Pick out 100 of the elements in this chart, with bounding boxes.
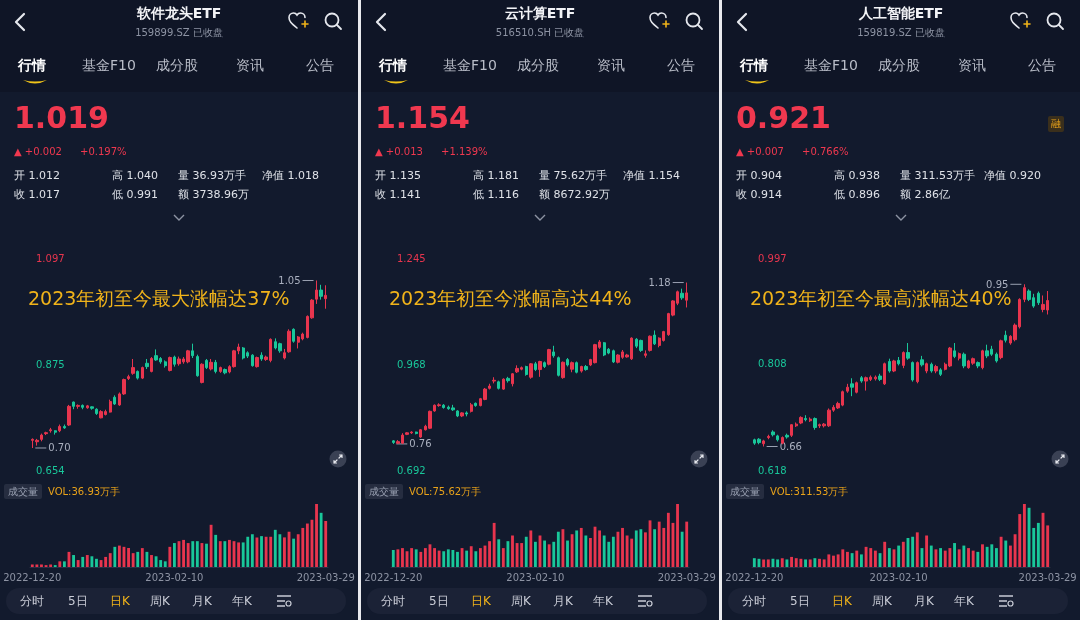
text: 开 1.135 — [375, 168, 421, 183]
candlestick — [525, 365, 528, 377]
candlestick — [892, 359, 896, 373]
bar — [209, 524, 213, 567]
bar — [827, 554, 831, 567]
bar — [506, 541, 510, 567]
bar — [451, 549, 455, 567]
candlestick — [925, 362, 928, 374]
bar — [529, 530, 533, 567]
candlestick — [191, 343, 194, 359]
candlestick — [242, 346, 245, 360]
bar — [621, 527, 624, 567]
candlestick — [186, 349, 190, 364]
text: 资讯 — [597, 57, 625, 75]
y-tick-label: 1.097 — [36, 252, 65, 264]
text: 净值 0.920 — [984, 168, 1041, 183]
bar — [223, 541, 227, 567]
bar — [873, 550, 877, 567]
bar — [915, 532, 919, 567]
bar — [1036, 522, 1040, 567]
candlestick — [897, 356, 900, 366]
candlestick — [995, 352, 998, 364]
bar — [127, 548, 130, 567]
bar — [1008, 545, 1012, 567]
text: +0.766% — [802, 146, 849, 157]
candlestick — [451, 404, 455, 412]
bar — [172, 543, 176, 567]
annotation: 0.70 — [48, 442, 71, 454]
candlestick — [685, 282, 688, 308]
text: 净值 1.154 — [623, 168, 680, 183]
y-tick-label: 0.654 — [36, 464, 65, 476]
text: 基金F10 — [82, 57, 136, 75]
x-tick-label: 2022-12-20 — [3, 571, 62, 583]
bar — [990, 544, 994, 567]
bar — [1022, 504, 1026, 567]
bar — [625, 535, 629, 567]
bar — [58, 561, 62, 567]
candlestick — [223, 368, 227, 375]
candlestick — [35, 438, 39, 447]
bar — [228, 539, 231, 567]
annotation: 0.95 — [986, 278, 1009, 290]
annotation: 1.05 — [278, 274, 301, 286]
text: 额 8672.92万 — [539, 187, 610, 202]
text: VOL:36.93万手 — [48, 485, 121, 497]
candlestick — [492, 376, 496, 384]
text: 年K — [232, 593, 252, 610]
x-tick-label: 2022-12-20 — [364, 571, 423, 583]
bar — [680, 531, 684, 567]
bar — [653, 529, 657, 567]
bar — [657, 521, 661, 567]
chart-subtitle: 516510.SH 已收盘 — [494, 26, 586, 40]
candlestick — [962, 352, 966, 369]
bar — [925, 535, 929, 567]
bar — [995, 548, 998, 567]
text: 1.154 — [375, 100, 470, 135]
bar — [117, 545, 121, 567]
y-tick-label: 0.692 — [397, 464, 426, 476]
bar — [911, 536, 915, 567]
bar — [237, 542, 241, 567]
candlestick — [214, 359, 217, 374]
candlestick — [911, 360, 914, 383]
bar — [269, 536, 273, 567]
bar — [676, 504, 679, 567]
bar — [685, 521, 689, 567]
candlestick — [49, 427, 52, 434]
candlestick — [63, 424, 66, 430]
bar — [396, 549, 400, 567]
bar — [547, 544, 551, 567]
bar — [163, 561, 167, 567]
text: +1.139% — [441, 146, 488, 157]
candlestick — [145, 358, 149, 370]
text: 开 0.904 — [736, 168, 782, 183]
candlestick — [442, 403, 445, 410]
text: 周K — [511, 593, 531, 610]
x-tick-label: 2022-12-20 — [725, 571, 784, 583]
bar — [186, 543, 190, 567]
bar — [497, 539, 501, 567]
text: VOL:311.53万手 — [770, 485, 849, 497]
candlestick — [648, 334, 652, 353]
candlestick — [67, 404, 71, 427]
text: 行情 — [18, 57, 46, 75]
text: 高 0.938 — [834, 168, 880, 183]
bar — [981, 544, 984, 567]
text: 月K — [914, 593, 934, 610]
bar — [533, 541, 537, 567]
bar — [780, 558, 784, 567]
candlestick — [319, 284, 323, 301]
candlestick — [278, 342, 282, 354]
bar — [218, 541, 222, 567]
candlestick — [813, 416, 817, 431]
bar — [423, 548, 427, 567]
candlestick — [141, 366, 144, 380]
bar — [264, 536, 268, 567]
text: 月K — [553, 593, 573, 610]
bar — [634, 530, 638, 567]
bar — [630, 538, 634, 567]
candlestick — [297, 335, 300, 349]
bar — [799, 558, 803, 567]
bar — [948, 548, 952, 567]
bar — [391, 549, 395, 567]
